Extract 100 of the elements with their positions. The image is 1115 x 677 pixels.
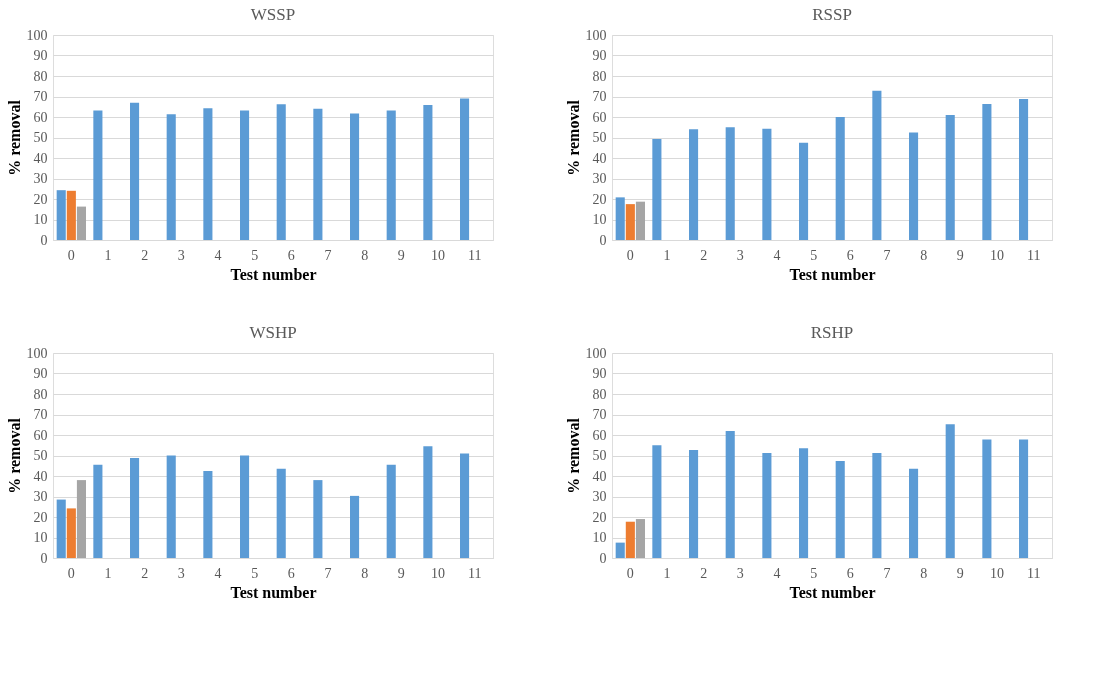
- x-tick-label: 7: [883, 247, 891, 263]
- x-tick-label: 2: [700, 565, 708, 581]
- bar: [423, 446, 433, 558]
- bar: [76, 480, 86, 558]
- bar: [872, 453, 882, 558]
- y-tick-label: 90: [592, 366, 607, 381]
- y-tick-label: 0: [40, 550, 48, 566]
- y-tick-label: 80: [592, 386, 607, 402]
- x-axis-title: Test number: [789, 265, 876, 283]
- x-tick-label: 0: [626, 247, 634, 263]
- x-tick-label: 2: [141, 565, 149, 581]
- bar: [945, 424, 955, 558]
- bar: [93, 464, 103, 558]
- x-tick-label: 11: [467, 565, 482, 581]
- y-tick-label: 10: [592, 212, 607, 227]
- bar: [982, 104, 992, 240]
- x-tick-label: 6: [846, 565, 854, 581]
- y-tick-label: 50: [33, 130, 48, 145]
- bar: [1019, 98, 1029, 240]
- x-tick-label: 8: [361, 247, 369, 263]
- x-tick-label: 7: [883, 565, 891, 581]
- y-axis-title: % removal: [5, 417, 23, 494]
- x-tick-label: 1: [104, 247, 112, 263]
- x-tick-label: 3: [736, 247, 744, 263]
- y-tick-label: 60: [33, 109, 48, 125]
- x-tick-label: 8: [920, 247, 928, 263]
- bar: [635, 201, 645, 240]
- bar: [909, 468, 919, 558]
- y-tick-label: 40: [33, 150, 48, 166]
- chart-title: WSSP: [250, 5, 296, 24]
- bar: [872, 90, 882, 240]
- x-tick-label: 6: [287, 565, 295, 581]
- bar: [130, 457, 140, 558]
- y-axis-title: % removal: [564, 99, 582, 176]
- x-tick-label: 9: [397, 247, 405, 263]
- y-tick-label: 50: [592, 130, 607, 145]
- x-tick-label: 10: [990, 247, 1004, 263]
- bar: [76, 206, 86, 240]
- x-tick-label: 9: [956, 247, 964, 263]
- bar: [835, 117, 845, 240]
- y-axis-title: % removal: [564, 417, 582, 494]
- y-tick-label: 10: [33, 530, 48, 545]
- bar: [799, 142, 809, 240]
- y-tick-label: 100: [585, 27, 607, 43]
- x-tick-label: 10: [990, 565, 1004, 581]
- x-tick-label: 4: [773, 247, 781, 263]
- bar: [350, 495, 360, 558]
- x-tick-label: 5: [251, 565, 259, 581]
- bar: [386, 110, 396, 240]
- bar: [762, 128, 772, 240]
- bar: [276, 468, 286, 558]
- x-tick-label: 7: [324, 247, 332, 263]
- y-tick-label: 60: [592, 109, 607, 125]
- bar: [652, 138, 662, 240]
- y-tick-label: 0: [40, 232, 48, 248]
- x-tick-label: 11: [467, 247, 482, 263]
- y-tick-label: 70: [592, 89, 607, 104]
- bar: [66, 190, 76, 240]
- x-tick-label: 5: [810, 565, 818, 581]
- bar: [423, 105, 433, 240]
- y-tick-label: 30: [33, 489, 48, 504]
- x-tick-label: 0: [67, 247, 75, 263]
- bar: [386, 464, 396, 558]
- y-tick-label: 90: [33, 48, 48, 63]
- x-tick-label: 4: [214, 565, 222, 581]
- bar: [835, 461, 845, 558]
- y-tick-label: 60: [592, 427, 607, 443]
- x-tick-label: 0: [626, 565, 634, 581]
- y-tick-label: 80: [592, 68, 607, 84]
- x-tick-label: 2: [141, 247, 149, 263]
- chart-title: RSSP: [812, 5, 852, 24]
- y-tick-label: 30: [592, 171, 607, 186]
- y-tick-label: 70: [33, 407, 48, 422]
- y-tick-label: 20: [592, 509, 607, 525]
- bar: [276, 104, 286, 240]
- bar: [615, 197, 625, 240]
- bar: [460, 453, 470, 558]
- x-tick-label: 8: [361, 565, 369, 581]
- y-tick-label: 70: [33, 89, 48, 104]
- bar: [166, 455, 176, 558]
- bar: [635, 519, 645, 558]
- x-axis-title: Test number: [230, 583, 317, 601]
- x-tick-label: 2: [700, 247, 708, 263]
- x-tick-label: 9: [397, 565, 405, 581]
- bar: [240, 455, 250, 558]
- bar: [56, 190, 66, 240]
- bar: [203, 108, 213, 240]
- x-tick-label: 1: [663, 247, 671, 263]
- y-tick-label: 10: [33, 212, 48, 227]
- bar: [66, 508, 76, 558]
- x-tick-label: 0: [67, 565, 75, 581]
- bar: [313, 108, 323, 240]
- bar: [725, 430, 735, 558]
- y-tick-label: 20: [33, 191, 48, 207]
- y-axis-title: % removal: [5, 99, 23, 176]
- x-tick-label: 5: [810, 247, 818, 263]
- x-tick-label: 11: [1026, 565, 1041, 581]
- y-tick-label: 100: [585, 345, 607, 361]
- x-tick-label: 1: [104, 565, 112, 581]
- y-tick-label: 100: [26, 345, 48, 361]
